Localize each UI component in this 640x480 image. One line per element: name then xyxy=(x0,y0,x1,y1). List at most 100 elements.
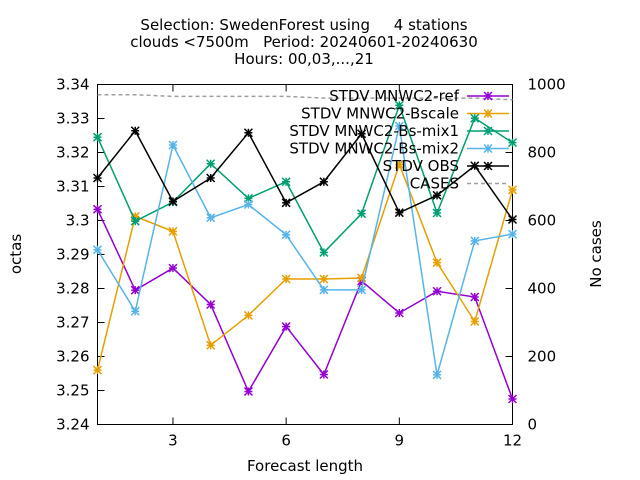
y2-tick-label: 800 xyxy=(528,144,557,162)
data-point xyxy=(319,177,329,187)
data-point xyxy=(206,159,216,169)
y-tick-label: 3.28 xyxy=(56,280,89,298)
legend-label: STDV MNWC2-ref xyxy=(329,87,459,105)
data-point xyxy=(507,214,518,225)
y2-axis-label: No cases xyxy=(587,220,605,288)
data-point xyxy=(130,285,140,295)
data-point xyxy=(470,316,480,327)
data-point xyxy=(243,386,253,397)
data-point xyxy=(92,365,103,375)
series-line xyxy=(96,162,514,371)
data-point xyxy=(432,190,442,200)
data-point xyxy=(432,286,442,296)
data-point xyxy=(357,209,367,219)
y-tick-label: 3.26 xyxy=(56,348,89,366)
data-point xyxy=(357,129,367,139)
legend-entry: STDV MNWC2-ref xyxy=(329,87,509,105)
data-point xyxy=(394,121,404,131)
legend-label: CASES xyxy=(410,175,459,193)
data-point xyxy=(168,140,178,150)
data-point xyxy=(281,177,291,187)
y-tick-label: 3.32 xyxy=(56,144,89,162)
y-tick-label: 3.31 xyxy=(56,178,89,196)
series-3 xyxy=(92,100,518,257)
data-point xyxy=(507,138,518,148)
legend-entry: STDV OBS xyxy=(383,157,509,175)
data-point xyxy=(470,113,480,123)
y2-tick-label: 1000 xyxy=(528,76,566,94)
y-tick-label: 3.3 xyxy=(66,212,90,230)
data-point xyxy=(281,230,291,240)
data-point xyxy=(281,198,291,208)
data-point xyxy=(432,370,442,380)
data-point xyxy=(507,185,518,195)
data-point xyxy=(319,274,329,284)
title-line-2: clouds <7500m Period: 20240601-20240630 xyxy=(130,33,478,51)
data-point xyxy=(432,208,442,218)
data-point xyxy=(394,100,404,110)
data-point xyxy=(92,245,103,255)
x-tick-label: 3 xyxy=(168,432,178,450)
data-point xyxy=(130,306,140,316)
legend-entry: STDV MNWC2-Bs-mix2 xyxy=(289,140,509,158)
y-tick-label: 3.29 xyxy=(56,246,89,264)
legend-entry: STDV MNWC2-Bs-mix1 xyxy=(289,122,509,140)
data-point xyxy=(168,226,178,236)
data-point xyxy=(470,236,480,246)
x-tick-label: 12 xyxy=(503,432,522,450)
series-line-cases xyxy=(97,93,513,101)
data-point xyxy=(281,274,291,284)
y-axis-label: octas xyxy=(7,234,25,274)
data-point xyxy=(281,322,291,332)
data-point xyxy=(243,310,253,320)
y2-tick-label: 600 xyxy=(528,212,557,230)
data-point xyxy=(470,292,480,302)
legend-label: STDV MNWC2-Bs-mix1 xyxy=(289,122,459,140)
legend-marker xyxy=(483,143,493,154)
legend-marker xyxy=(483,108,493,119)
data-point xyxy=(507,394,518,404)
data-point xyxy=(92,132,103,142)
data-point xyxy=(319,285,329,295)
legend-entry: CASES xyxy=(410,175,509,193)
series-1 xyxy=(92,204,518,404)
series-2 xyxy=(92,159,518,375)
legend-marker xyxy=(483,91,493,101)
legend-marker xyxy=(483,126,493,136)
data-point xyxy=(357,285,367,295)
data-point xyxy=(319,247,329,257)
data-point xyxy=(243,199,253,210)
series-4 xyxy=(92,121,518,380)
data-point xyxy=(432,258,442,268)
legend-entry: STDV MNWC2-Bscale xyxy=(301,105,509,123)
series-line xyxy=(96,129,514,220)
legend-label: STDV MNWC2-Bscale xyxy=(301,105,459,123)
data-point xyxy=(206,173,216,183)
y-tick-label: 3.33 xyxy=(56,110,89,128)
data-point xyxy=(319,369,329,380)
data-point xyxy=(507,229,518,239)
y-tick-label: 3.27 xyxy=(56,314,89,332)
y2-tick-label: 400 xyxy=(528,280,557,298)
series-layer xyxy=(92,93,518,404)
y-tick-label: 3.24 xyxy=(56,416,89,434)
data-point xyxy=(394,308,404,318)
series-line xyxy=(96,208,514,400)
axes: 3.24 3.25 3.26 3.27 3.28 3.29 3.3 3.31 3.32 3.33 3… xyxy=(56,76,566,450)
series-line xyxy=(96,102,513,254)
title-line-3: Hours: 00,03,...,21 xyxy=(234,50,374,68)
x-tick-label: 9 xyxy=(395,432,405,450)
legend-label: STDV OBS xyxy=(383,157,459,175)
data-point xyxy=(243,128,253,138)
data-point xyxy=(394,159,404,169)
series-line xyxy=(96,125,513,376)
title-line-1: Selection: SwedenForest using 4 stations xyxy=(140,16,467,34)
data-point xyxy=(206,213,216,223)
data-point xyxy=(206,340,216,350)
y2-tick-label: 200 xyxy=(528,348,557,366)
x-tick-label: 6 xyxy=(281,432,291,450)
y-tick-label: 3.25 xyxy=(56,382,89,400)
data-point xyxy=(130,126,140,136)
